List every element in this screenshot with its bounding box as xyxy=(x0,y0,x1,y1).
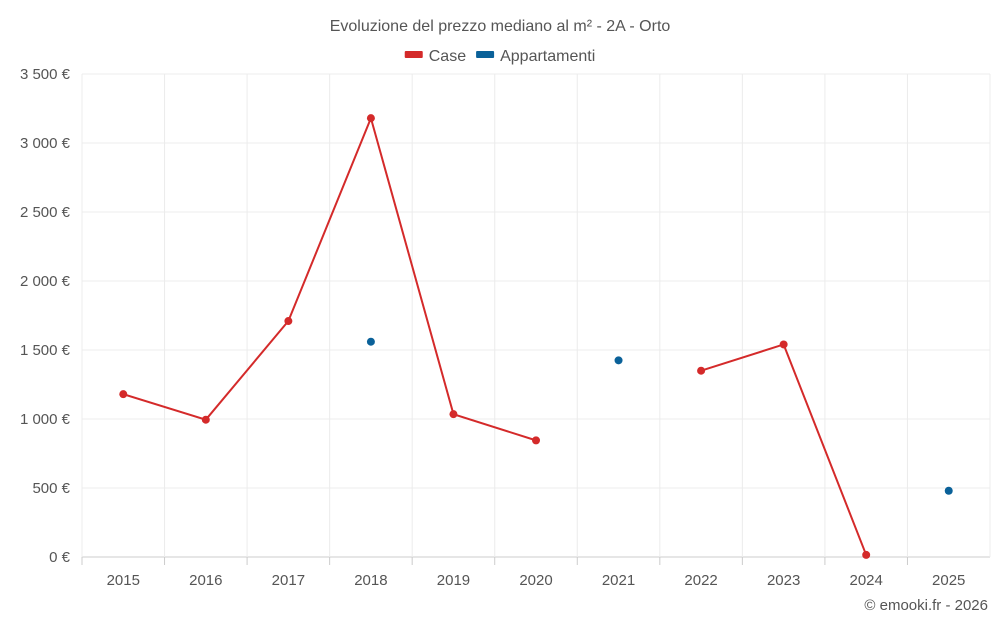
series-layer xyxy=(119,114,953,559)
legend: Case Appartamenti xyxy=(404,48,595,65)
series-line-case xyxy=(700,343,868,556)
legend-swatch xyxy=(476,51,495,58)
legend-item-appartamenti[interactable]: Appartamenti xyxy=(476,48,595,65)
y-tick-label: 500 € xyxy=(32,480,70,497)
data-point-case[interactable] xyxy=(366,114,375,123)
x-tick-label: 2019 xyxy=(437,572,470,589)
y-tick-label: 3 500 € xyxy=(20,66,71,83)
y-tick-label: 2 000 € xyxy=(20,273,71,290)
data-point-case[interactable] xyxy=(201,415,210,424)
x-tick-label: 2015 xyxy=(107,572,140,589)
data-point-case[interactable] xyxy=(862,550,871,559)
data-point-case[interactable] xyxy=(779,340,788,349)
data-point-case[interactable] xyxy=(284,317,293,326)
x-tick-label: 2020 xyxy=(519,572,552,589)
series-line-case xyxy=(122,115,537,442)
chart-title: Evoluzione del prezzo mediano al m² - 2A… xyxy=(330,18,671,35)
credit-text: © emooki.fr - 2026 xyxy=(864,597,988,614)
x-axis-ticks: 2015 2016 2017 2018 2019 2020 2021 2022 2023 2024… xyxy=(81,557,965,589)
y-tick-label: 1 000 € xyxy=(20,411,71,428)
y-tick-label: 3 000 € xyxy=(20,135,71,152)
x-tick-label: 2017 xyxy=(272,572,305,589)
y-tick-label: 0 € xyxy=(49,549,71,566)
legend-swatch xyxy=(404,51,423,58)
legend-label: Appartamenti xyxy=(500,48,595,65)
x-tick-label: 2018 xyxy=(354,572,387,589)
data-point-case[interactable] xyxy=(532,436,540,445)
x-tick-label: 2021 xyxy=(602,572,635,589)
y-axis-ticks: 0 € 500 € 1 000 € 1 500 € 2 000 € 2 500 € 3 00… xyxy=(20,66,71,566)
data-point-appartamenti[interactable] xyxy=(366,337,375,346)
x-tick-label: 2016 xyxy=(189,572,222,589)
legend-label: Case xyxy=(429,48,466,65)
x-tick-label: 2025 xyxy=(932,572,965,589)
data-point-appartamenti[interactable] xyxy=(614,356,623,365)
grid-lines xyxy=(81,73,991,558)
x-tick-label: 2024 xyxy=(849,572,882,589)
x-tick-label: 2023 xyxy=(767,572,800,589)
data-point-case[interactable] xyxy=(697,366,706,375)
data-point-case[interactable] xyxy=(119,390,128,399)
data-point-case[interactable] xyxy=(449,410,458,419)
x-tick-label: 2022 xyxy=(684,572,717,589)
y-tick-label: 2 500 € xyxy=(20,204,71,221)
legend-item-case[interactable]: Case xyxy=(404,48,466,65)
data-point-appartamenti[interactable] xyxy=(944,486,953,495)
y-tick-label: 1 500 € xyxy=(20,342,71,359)
